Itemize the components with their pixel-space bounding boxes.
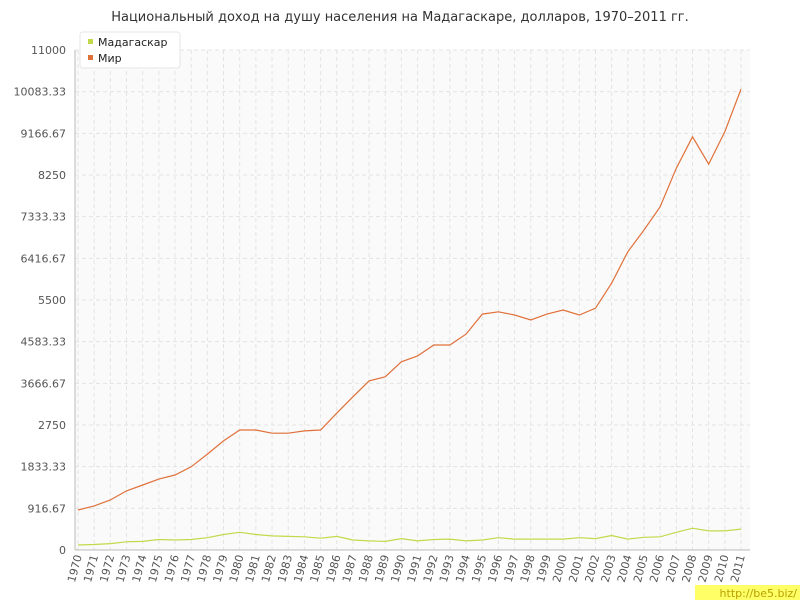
chart-title: Национальный доход на душу населения на … (111, 10, 689, 25)
watermark: http://be5.biz/ (720, 587, 798, 600)
y-tick-label: 7333.33 (21, 211, 67, 224)
legend-swatch (88, 39, 93, 44)
series-line (77, 527, 742, 546)
y-tick-label: 0 (59, 544, 66, 557)
y-tick-label: 5500 (38, 294, 66, 307)
legend-swatch (88, 55, 93, 60)
y-tick-label: 8250 (38, 169, 66, 182)
y-tick-label: 3666.67 (21, 377, 67, 390)
y-tick-label: 11000 (31, 44, 66, 57)
watermark-bg (695, 585, 800, 600)
legend-label: Мир (98, 52, 122, 65)
y-tick-label: 916.67 (28, 502, 67, 515)
y-tick-label: 10083.33 (14, 86, 67, 99)
y-tick-label: 9166.67 (21, 127, 67, 140)
y-tick-label: 6416.67 (21, 252, 67, 265)
legend-label: Мадагаскар (98, 36, 168, 49)
y-tick-label: 1833.33 (21, 461, 67, 474)
y-tick-label: 2750 (38, 419, 66, 432)
y-tick-label: 4583.33 (21, 336, 67, 349)
legend-box (79, 31, 181, 69)
series-line (77, 88, 742, 511)
